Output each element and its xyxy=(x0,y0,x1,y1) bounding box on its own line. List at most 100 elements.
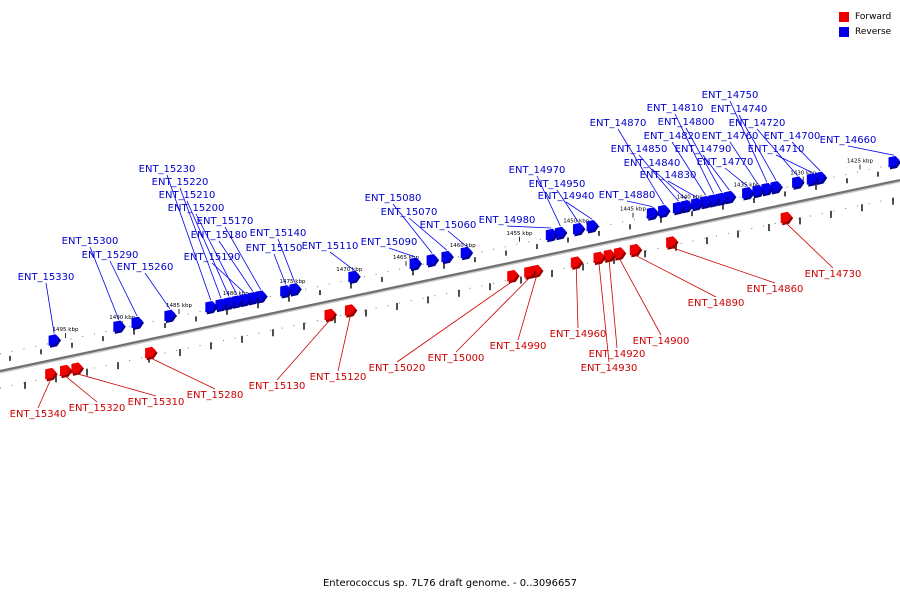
gene-arrow xyxy=(806,173,818,185)
gene-arrow xyxy=(780,211,792,224)
gene-arrow xyxy=(603,249,615,261)
gene-leader-line xyxy=(506,225,552,229)
reverse-swatch xyxy=(839,26,849,37)
gene-arrow xyxy=(742,187,754,199)
gene-label: ENT_14700 xyxy=(764,131,821,142)
gene-arrow xyxy=(573,222,584,235)
gene-label: ENT_14770 xyxy=(697,157,754,168)
gene-arrow xyxy=(613,247,625,259)
gene-leader-line xyxy=(565,201,593,220)
gene-leader-line xyxy=(447,230,467,247)
scale-tick-label: 1470 kbp xyxy=(336,267,362,273)
gene-leader-line xyxy=(329,251,355,271)
gene-label: ENT_15180 xyxy=(191,230,248,241)
gene-arrow xyxy=(629,243,641,256)
gene-leader-line xyxy=(536,175,561,227)
gene-label: ENT_14850 xyxy=(611,144,668,155)
gene-arrow xyxy=(113,320,125,332)
gene-label: ENT_14750 xyxy=(702,90,759,101)
gene-label: ENT_15230 xyxy=(139,164,196,175)
gene-label: ENT_15000 xyxy=(428,353,485,364)
gene-label: ENT_14980 xyxy=(479,215,536,226)
gene-label: ENT_15220 xyxy=(152,177,209,188)
gene-label: ENT_15210 xyxy=(159,190,216,201)
gene-arrow xyxy=(888,156,900,168)
gene-arrow xyxy=(672,201,684,214)
scale-tick-label: 1490 kbp xyxy=(109,315,135,321)
gene-label: ENT_14790 xyxy=(675,144,732,155)
gene-label: ENT_14860 xyxy=(747,284,804,295)
forward-swatch xyxy=(839,11,849,22)
gene-label: ENT_14810 xyxy=(647,103,704,114)
gene-leader-line xyxy=(186,200,230,297)
gene-leader-line xyxy=(388,247,416,258)
gene-leader-line xyxy=(517,276,537,341)
gene-leader-line xyxy=(396,280,513,363)
gene-label: ENT_14940 xyxy=(538,191,595,202)
gene-label: ENT_15200 xyxy=(168,203,225,214)
gene-arrow xyxy=(324,308,336,321)
gene-leader-line xyxy=(109,260,138,317)
gene-arrow xyxy=(646,207,658,219)
gene-leader-line xyxy=(276,319,331,381)
gene-label: ENT_14730 xyxy=(805,269,862,280)
scale-tick-label: 1445 kbp xyxy=(620,207,646,213)
gene-arrow xyxy=(45,367,57,380)
gene-arrow xyxy=(215,298,227,311)
gene-leader-line xyxy=(144,272,171,310)
gene-leader-line xyxy=(667,180,697,198)
gene-leader-line xyxy=(785,222,834,269)
gene-arrow xyxy=(666,236,678,248)
gene-arrow xyxy=(524,266,536,278)
gene-label: ENT_15140 xyxy=(250,228,307,239)
gene-leader-line xyxy=(626,200,653,207)
gene-leader-line xyxy=(635,254,717,298)
gene-arrow xyxy=(441,250,453,263)
gene-leader-line xyxy=(702,154,730,191)
gene-leader-line xyxy=(45,282,55,334)
gene-label: ENT_14930 xyxy=(581,363,638,374)
gene-leader-line xyxy=(756,128,798,177)
gene-leader-line xyxy=(65,375,98,403)
gene-arrow xyxy=(570,256,582,268)
scale-tick-label: 1430 kbp xyxy=(790,171,816,177)
gene-label: ENT_14830 xyxy=(640,170,697,181)
gene-leader-line xyxy=(791,141,821,172)
gene-arrow xyxy=(131,316,143,329)
genome-caption: Enterococcus sp. 7L76 draft genome. - 0.… xyxy=(322,578,578,589)
gene-arrow xyxy=(507,269,519,282)
gene-arrow xyxy=(545,228,557,241)
gene-leader-line xyxy=(619,258,662,336)
gene-label: ENT_14990 xyxy=(490,341,547,352)
gene-label: ENT_15090 xyxy=(361,237,418,248)
gene-arrow xyxy=(348,270,360,283)
gene-label: ENT_15340 xyxy=(10,409,67,420)
gene-leader-line xyxy=(608,260,618,349)
gene-leader-line xyxy=(76,373,157,397)
gene-leader-line xyxy=(617,128,664,205)
gene-leader-line xyxy=(671,141,706,196)
gene-label: ENT_14890 xyxy=(688,298,745,309)
gene-leader-line xyxy=(738,114,777,181)
gene-arrow xyxy=(658,204,670,217)
gene-label: ENT_14710 xyxy=(748,144,805,155)
gene-arrow xyxy=(48,334,60,346)
scale-tick-label: 1485 kbp xyxy=(166,303,192,309)
gene-label: ENT_15330 xyxy=(18,272,75,283)
gene-arrow xyxy=(752,184,764,197)
gene-arrow xyxy=(460,246,472,259)
gene-label: ENT_15060 xyxy=(420,220,477,231)
gene-leader-line xyxy=(224,226,262,290)
gene-label: ENT_15260 xyxy=(117,262,174,273)
legend-item-reverse: Reverse xyxy=(839,24,891,39)
gene-leader-line xyxy=(638,154,679,202)
gene-label: ENT_15020 xyxy=(369,363,426,374)
gene-arrow xyxy=(280,285,292,297)
gene-label: ENT_15300 xyxy=(62,236,119,247)
gene-arrow xyxy=(426,254,438,266)
scale-tick-label: 1495 kbp xyxy=(53,327,79,333)
gene-leader-line xyxy=(37,379,52,409)
gene-label: ENT_14960 xyxy=(550,329,607,340)
gene-leader-line xyxy=(724,167,748,187)
